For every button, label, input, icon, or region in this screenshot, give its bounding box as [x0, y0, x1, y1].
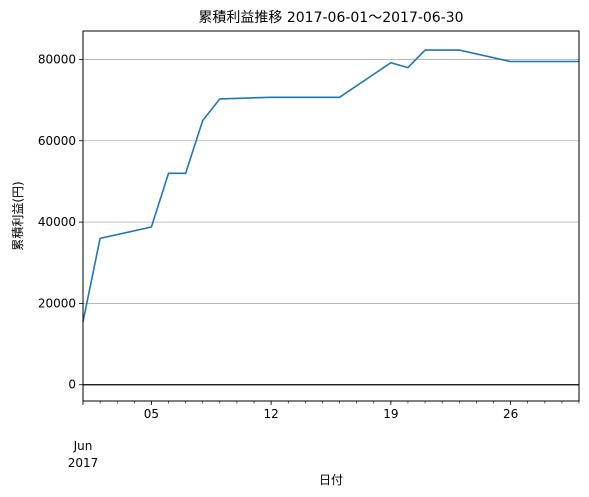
x-tick-label: 26	[503, 407, 518, 421]
data-points	[83, 50, 579, 322]
series-line	[82, 49, 579, 322]
x-axis-label: 日付	[319, 473, 343, 487]
grid-lines	[83, 59, 579, 304]
x-tick-label: 05	[144, 407, 159, 421]
x-month-label: Jun	[73, 439, 93, 453]
y-axis-ticks: 0 20000 40000 60000 80000	[38, 52, 83, 392]
y-tick-label: 60000	[38, 134, 76, 148]
y-axis-label: 累積利益(円)	[10, 181, 25, 250]
x-year-label: 2017	[68, 456, 99, 470]
x-axis-ticks: 05 12 19 26	[82, 401, 580, 421]
y-tick-label: 20000	[38, 296, 76, 310]
chart-title: 累積利益推移 2017-06-01〜2017-06-30	[198, 10, 463, 26]
x-tick-label: 19	[383, 407, 398, 421]
plot-frame	[82, 30, 580, 402]
y-tick-label: 80000	[38, 52, 76, 66]
y-tick-label: 0	[68, 378, 76, 392]
x-tick-label: 12	[263, 407, 278, 421]
y-tick-label: 40000	[38, 215, 76, 229]
